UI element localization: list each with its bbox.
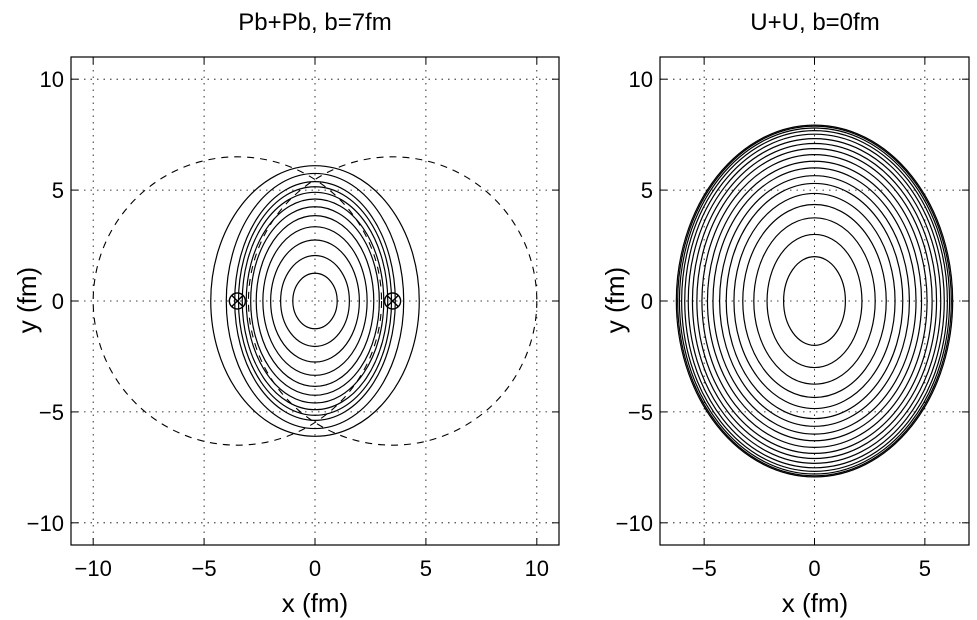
uu-ytick-label-4: 10 (629, 67, 653, 92)
pbpb-ytick-label-3: 5 (52, 178, 64, 203)
pbpb-contour-3 (262, 226, 368, 376)
pbpb-plot-frame (70, 56, 560, 546)
uu-ticks: −5 0 5 −10 −5 0 5 10 (616, 57, 969, 581)
uu-title: U+U, b=0fm (750, 9, 879, 36)
uu-ytick-label-2: 0 (641, 289, 653, 314)
pbpb-panel: Pb+Pb, b=7fm x (fm) y (fm) −10 −5 0 5 10−10−… (12, 9, 560, 618)
pbpb-ticks: −10 −5 0 5 10 −10 −5 0 5 10 (27, 57, 559, 581)
uu-contour-12 (687, 138, 942, 464)
uu-contour-3 (742, 203, 887, 399)
pbpb-xtick-label-4: 10 (525, 556, 549, 581)
uu-xtick-label-1: 0 (808, 556, 820, 581)
pbpb-contours (210, 165, 420, 437)
uu-panel: U+U, b=0fm x (fm) y (fm) −5 0 5 −10 −5 0 5 10 (600, 9, 970, 618)
uu-contour-9 (701, 154, 928, 448)
pbpb-contour-0 (292, 272, 338, 330)
uu-contour-15 (678, 127, 951, 475)
pbpb-contour-1 (280, 254, 350, 348)
uu-contour-4 (733, 192, 896, 410)
pbpb-grid (71, 57, 559, 545)
uu-contours (675, 124, 954, 478)
pbpb-contour-2 (270, 239, 360, 363)
uu-ytick-label-0: −10 (616, 511, 653, 536)
pbpb-ytick-label-0: −10 (27, 511, 64, 536)
pbpb-contour-7 (241, 191, 389, 411)
uu-xlabel: x (fm) (782, 588, 848, 618)
pbpb-xtick-label-3: 5 (420, 556, 432, 581)
pbpb-xtick-label-2: 0 (309, 556, 321, 581)
pbpb-nuclei-outlines (92, 156, 538, 446)
uu-contour-5 (725, 182, 904, 420)
pbpb-contour-8 (237, 186, 393, 416)
pbpb-contour-5 (250, 206, 380, 396)
pbpb-ytick-label-4: 10 (40, 67, 64, 92)
uu-contour-11 (691, 142, 938, 460)
uu-contour-1 (766, 233, 863, 369)
pbpb-nucleus-markers (228, 292, 402, 310)
pbpb-nucleus-center-0 (228, 292, 247, 310)
uu-ytick-label-3: 5 (641, 178, 653, 203)
uu-contour-10 (696, 148, 933, 454)
pbpb-xtick-label-0: −10 (75, 556, 112, 581)
uu-contour-14 (681, 130, 948, 472)
uu-contour-0 (782, 256, 846, 346)
uu-contour-16 (677, 125, 952, 477)
pbpb-ylabel: y (fm) (12, 267, 42, 333)
uu-xtick-label-2: 5 (919, 556, 931, 581)
uu-xtick-label-0: −5 (692, 556, 717, 581)
pbpb-xlabel: x (fm) (282, 588, 348, 618)
pbpb-contour-10 (225, 172, 405, 430)
pbpb-contour-4 (255, 215, 375, 388)
uu-ytick-label-1: −5 (628, 400, 653, 425)
pbpb-contour-9 (234, 181, 396, 421)
uu-contour-8 (706, 160, 923, 442)
uu-contour-2 (753, 217, 876, 385)
pbpb-ytick-label-1: −5 (39, 400, 64, 425)
uu-contour-17 (675, 124, 954, 478)
pbpb-nucleus-outline-0 (92, 156, 383, 446)
uu-contour-7 (712, 167, 917, 435)
pbpb-nucleus-outline-1 (247, 156, 538, 446)
uu-ylabel: y (fm) (600, 267, 630, 333)
pbpb-contour-6 (245, 198, 385, 404)
pbpb-ytick-label-2: 0 (52, 289, 64, 314)
pbpb-xtick-label-1: −5 (192, 556, 217, 581)
pbpb-title: Pb+Pb, b=7fm (238, 9, 391, 36)
uu-contour-13 (684, 133, 945, 469)
pbpb-nucleus-center-1 (383, 292, 402, 310)
uu-contour-6 (718, 175, 911, 427)
pbpb-contour-11 (210, 165, 420, 437)
